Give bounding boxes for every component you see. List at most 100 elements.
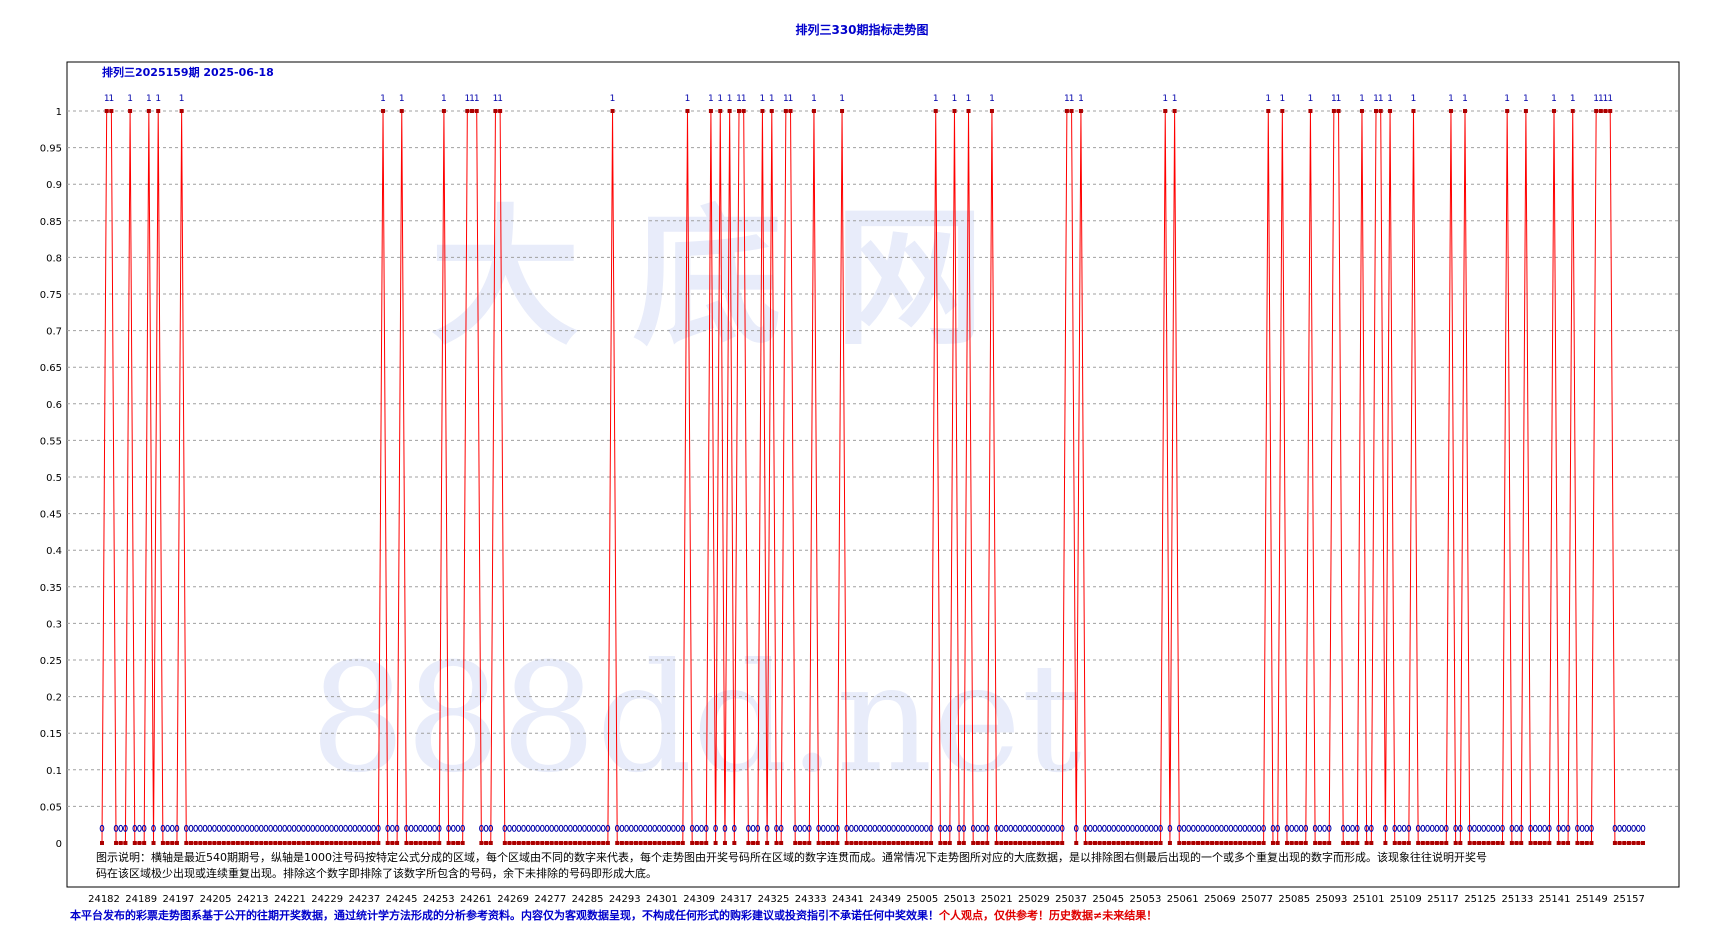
point-marker-hit [1448, 109, 1453, 113]
point-marker-ring [853, 824, 859, 832]
point-marker-ring [961, 824, 967, 832]
point-marker-ring [1509, 824, 1515, 832]
point-marker-ring [1612, 824, 1618, 832]
point-marker-ring [872, 824, 878, 832]
y-tick-label: 0.55 [40, 436, 62, 447]
point-marker-zero [203, 841, 208, 845]
point-marker-zero [971, 841, 976, 845]
point-value-label: 1 [989, 94, 995, 104]
point-marker-ring [357, 824, 362, 832]
point-value-label: 1 [1308, 94, 1314, 104]
disclaimer-main: 本平台发布的彩票走势图系基于公开的往期开奖数据，通过统计学方法形成的分析参考资料… [70, 909, 939, 922]
point-marker-zero [1092, 841, 1097, 845]
point-marker-ring [675, 824, 681, 832]
point-marker-ring [1467, 824, 1472, 832]
point-marker-ring [938, 824, 943, 832]
point-marker-zero [596, 841, 601, 845]
x-tick-label: 25125 [1464, 894, 1496, 905]
point-marker-zero [563, 841, 568, 845]
point-marker-hit [1064, 109, 1069, 113]
point-marker-ring [1636, 824, 1641, 832]
point-marker-zero [868, 841, 873, 845]
x-tick-label: 24213 [237, 894, 269, 905]
chart-description: 图示说明：横轴是最近540期期号，纵轴是1000注号码按特定公式分成的区域，每个… [96, 851, 1487, 880]
point-marker-ring [1495, 824, 1501, 832]
point-marker-hit [128, 109, 133, 113]
point-marker-ring [1364, 824, 1369, 832]
point-marker-zero [891, 841, 896, 845]
point-marker-zero [376, 841, 381, 845]
x-tick-label: 24301 [646, 894, 678, 905]
point-marker-zero [732, 841, 737, 845]
point-marker-hit [1603, 109, 1608, 113]
point-marker-hit [610, 109, 615, 113]
point-marker-ring [628, 824, 634, 832]
point-marker-zero [1402, 841, 1407, 845]
point-marker-ring [366, 824, 372, 832]
point-marker-ring [193, 824, 198, 832]
point-marker-ring [160, 824, 166, 832]
point-marker-zero [1233, 841, 1238, 845]
point-marker-ring [422, 824, 428, 832]
x-tick-label: 24221 [274, 894, 306, 905]
point-marker-zero [975, 841, 980, 845]
point-marker-zero [985, 841, 990, 845]
point-value-label: 1 [1593, 94, 1599, 104]
point-marker-ring [226, 824, 231, 832]
point-marker-ring [507, 824, 512, 832]
point-marker-ring [113, 824, 119, 832]
point-marker-ring [895, 824, 901, 832]
point-marker-zero [338, 841, 343, 845]
point-marker-zero [657, 841, 662, 845]
point-marker-zero [1144, 841, 1149, 845]
point-marker-hit [156, 109, 161, 113]
point-marker-zero [1018, 841, 1023, 845]
point-marker-zero [1125, 841, 1130, 845]
y-tick-label: 0.45 [40, 510, 62, 521]
point-marker-zero [1121, 841, 1126, 845]
point-marker-zero [460, 841, 465, 845]
point-marker-zero [1247, 841, 1252, 845]
point-marker-hit [1308, 109, 1313, 113]
point-marker-ring [174, 824, 180, 832]
point-value-label: 1 [1078, 94, 1084, 104]
point-marker-ring [212, 824, 217, 832]
x-tick-label: 25021 [981, 894, 1013, 905]
point-marker-ring [778, 824, 784, 832]
point-marker-hit [760, 109, 765, 113]
point-marker-ring [385, 824, 391, 832]
point-value-label: 1 [1331, 94, 1337, 104]
point-marker-zero [807, 841, 812, 845]
point-value-label: 1 [760, 94, 766, 104]
point-marker-hit [470, 109, 475, 113]
x-tick-label: 24245 [386, 894, 418, 905]
point-marker-ring [1340, 824, 1346, 832]
point-marker-zero [582, 841, 587, 845]
point-marker-ring [118, 824, 124, 832]
point-marker-ring [900, 824, 906, 832]
point-marker-zero [844, 841, 849, 845]
chart-subtitle: 排列三2025159期 2025-06-18 [102, 65, 274, 79]
point-marker-ring [310, 824, 316, 832]
point-marker-zero [1584, 841, 1589, 845]
point-marker-ring [549, 824, 554, 832]
disclaimer-warning: 个人观点，仅供参考！历史数据≠未来结果！ [939, 909, 1158, 922]
point-marker-ring [1022, 824, 1028, 832]
point-marker-zero [1294, 841, 1299, 845]
point-marker-zero [160, 841, 165, 845]
y-tick-label: 0.85 [40, 217, 62, 228]
point-marker-ring [1041, 824, 1046, 832]
point-marker-zero [1032, 841, 1037, 845]
point-marker-hit [788, 109, 793, 113]
point-marker-zero [516, 841, 521, 845]
point-marker-zero [755, 841, 760, 845]
point-marker-zero [240, 841, 245, 845]
point-marker-ring [975, 824, 981, 832]
point-marker-ring [376, 824, 381, 832]
point-marker-ring [703, 824, 709, 832]
point-marker-ring [305, 824, 311, 832]
point-marker-ring [694, 824, 700, 832]
x-tick-label: 24182 [88, 894, 120, 905]
point-marker-zero [1256, 841, 1261, 845]
point-marker-hit [109, 109, 114, 113]
